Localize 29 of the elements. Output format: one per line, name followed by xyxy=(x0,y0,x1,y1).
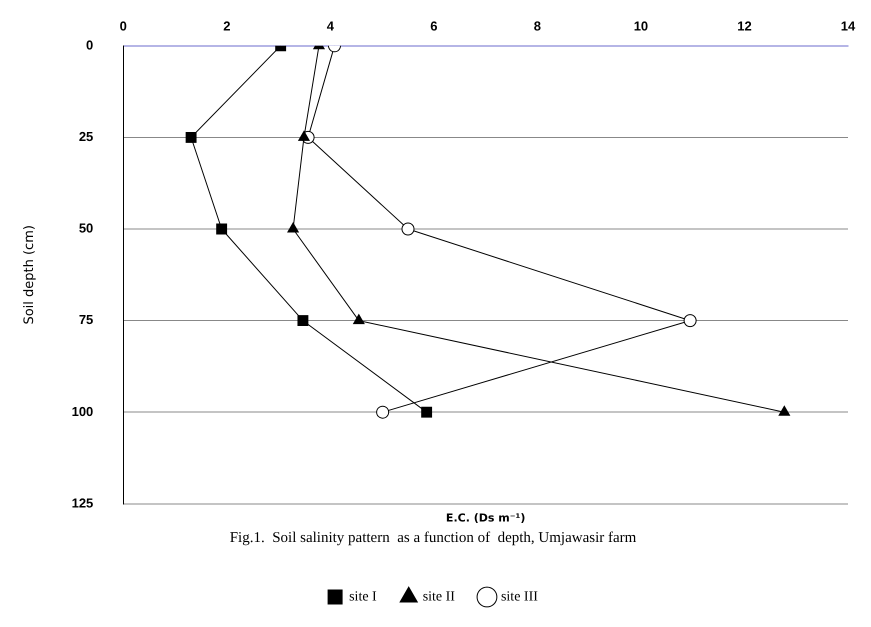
legend-label: site II xyxy=(422,590,456,605)
point xyxy=(353,314,365,324)
y-tick-label: 0 xyxy=(86,37,94,52)
y-tick-label: 100 xyxy=(72,404,94,419)
x-tick-label: 12 xyxy=(737,18,752,34)
x-axis-title: E.C. (Ds m⁻¹) xyxy=(446,511,526,524)
x-tick-label: 0 xyxy=(120,18,127,34)
point xyxy=(421,406,432,418)
x-tick-label: 10 xyxy=(634,18,648,34)
x-tick-label: 14 xyxy=(840,18,856,34)
point xyxy=(186,132,197,143)
y-tick-label: 125 xyxy=(72,495,94,510)
point xyxy=(297,315,308,326)
point xyxy=(402,222,414,236)
y-tick-label: 75 xyxy=(78,312,94,328)
x-tick-label: 4 xyxy=(326,18,335,34)
point xyxy=(216,224,228,234)
point xyxy=(684,314,697,328)
y-tick-label: 25 xyxy=(78,128,94,144)
y-tick-label: 50 xyxy=(78,220,94,236)
legend-label: site III xyxy=(500,590,538,605)
point xyxy=(778,406,790,416)
text: Fig.1. Soil salinity pattern as a function of depth, Umjawasir farm xyxy=(230,530,637,546)
y-axis-title: Soil depth (cm) xyxy=(22,225,38,325)
legend-label: site I xyxy=(349,590,378,605)
x-tick-label: 6 xyxy=(430,18,438,34)
x-tick-label: 8 xyxy=(534,18,542,34)
point xyxy=(376,406,390,419)
x-tick-label: 2 xyxy=(223,18,230,34)
